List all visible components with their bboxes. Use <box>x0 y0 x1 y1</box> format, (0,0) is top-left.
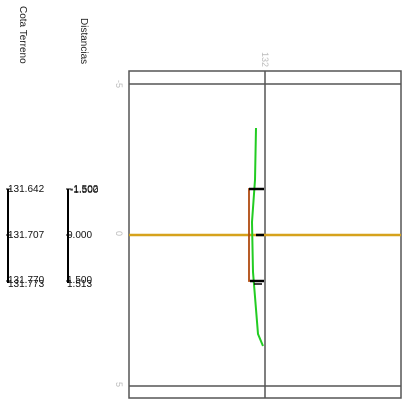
terrain-value: 131.642 <box>8 184 45 195</box>
distance-value: -1.500 <box>70 185 99 196</box>
terrain-profile-line <box>250 127 264 347</box>
terrain-value: 131.770 <box>8 275 45 286</box>
distance-value: 0.000 <box>67 230 93 241</box>
terrain-value: 131.773 <box>8 279 45 290</box>
distance-value: -1.502 <box>70 184 99 195</box>
terrain-value: 131.707 <box>8 230 45 241</box>
distance-value: 1.500 <box>67 275 93 286</box>
distance-value: 1.513 <box>67 279 93 290</box>
